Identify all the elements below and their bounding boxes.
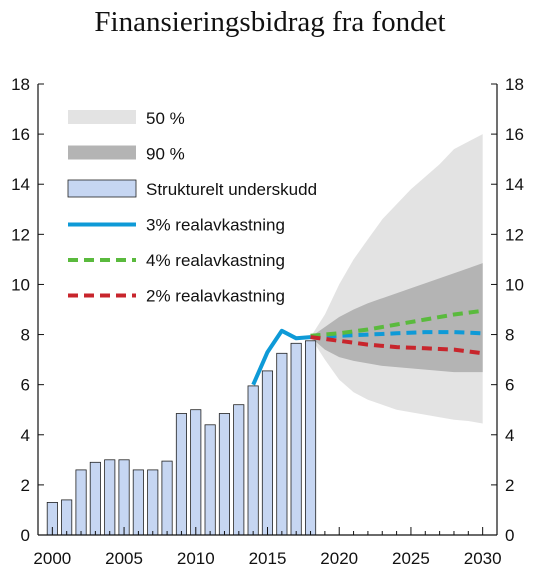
x-tick-label-2025: 2025 (392, 549, 430, 568)
x-tick-label-2005: 2005 (105, 549, 143, 568)
y-tick-label-right-8: 8 (505, 326, 514, 345)
y-tick-label-right-2: 2 (505, 476, 514, 495)
bar-2001 (61, 499, 73, 536)
legend-label-5: 2% realavkastning (146, 287, 285, 306)
confidence-bands (310, 134, 483, 424)
series-line-2 (310, 308, 483, 338)
y-tick-label-left-16: 16 (11, 125, 30, 144)
bar-2003 (89, 461, 101, 536)
line-series (251, 308, 483, 386)
bar-2005 (118, 459, 130, 536)
legend-swatch-1 (68, 145, 136, 160)
y-tick-label-left-8: 8 (21, 326, 30, 345)
x-tick-label-2000: 2000 (33, 549, 71, 568)
bar-2002 (75, 469, 87, 536)
bar-2008 (161, 460, 173, 536)
legend-label-4: 4% realavkastning (146, 251, 285, 270)
series-line-1 (310, 330, 483, 340)
y-tick-label-right-16: 16 (505, 125, 524, 144)
bar-series (46, 340, 317, 536)
y-tick-label-left-14: 14 (11, 175, 30, 194)
chart-title: Finansieringsbidrag fra fondet (94, 6, 446, 38)
y-tick-label-left-0: 0 (21, 526, 30, 545)
bar-2017 (290, 342, 302, 536)
bar-2013 (233, 404, 245, 536)
y-tick-label-left-2: 2 (21, 476, 30, 495)
x-tick-label-2010: 2010 (177, 549, 215, 568)
bar-2011 (204, 424, 216, 536)
y-tick-label-left-4: 4 (21, 426, 30, 445)
y-tick-label-left-12: 12 (11, 225, 30, 244)
legend-swatch-0 (68, 110, 136, 124)
legend-label-1: 90 % (146, 145, 185, 164)
legend-swatch-2 (67, 179, 137, 198)
y-tick-label-right-6: 6 (505, 376, 514, 395)
series-line-0 (251, 328, 311, 386)
legend: 50 % 90 % Strukturelt underskudd 3% realavk… (67, 109, 317, 306)
bar-2014 (247, 385, 259, 536)
x-tick-label-2030: 2030 (464, 549, 502, 568)
y-tick-label-right-10: 10 (505, 275, 524, 294)
bar-2004 (104, 459, 116, 536)
bar-2016 (276, 352, 288, 536)
y-tick-label-left-18: 18 (11, 75, 30, 94)
axes: 0 0 2 2 4 4 6 6 8 8 10 10 12 12 14 14 16 16 18 18 2000 2005 20… (11, 75, 524, 568)
bar-2009 (175, 413, 188, 536)
bar-2007 (147, 469, 159, 536)
y-tick-label-right-12: 12 (505, 225, 524, 244)
series-line-3 (310, 335, 483, 356)
bar-2012 (218, 413, 231, 536)
y-tick-label-right-18: 18 (505, 75, 524, 94)
y-tick-label-left-6: 6 (21, 376, 30, 395)
y-tick-label-right-4: 4 (505, 426, 514, 445)
band-1 (310, 263, 483, 373)
legend-label-0: 50 % (146, 109, 185, 128)
x-tick-label-2015: 2015 (249, 549, 287, 568)
bar-2010 (190, 409, 202, 536)
legend-label-2: Strukturelt underskudd (146, 180, 317, 199)
bar-2006 (132, 469, 144, 536)
y-tick-label-right-14: 14 (505, 175, 524, 194)
legend-label-3: 3% realavkastning (146, 216, 285, 235)
y-tick-label-left-10: 10 (11, 275, 30, 294)
bar-2015 (261, 370, 273, 536)
x-tick-label-2020: 2020 (320, 549, 358, 568)
y-tick-label-right-0: 0 (505, 526, 514, 545)
bar-2018 (304, 340, 317, 536)
